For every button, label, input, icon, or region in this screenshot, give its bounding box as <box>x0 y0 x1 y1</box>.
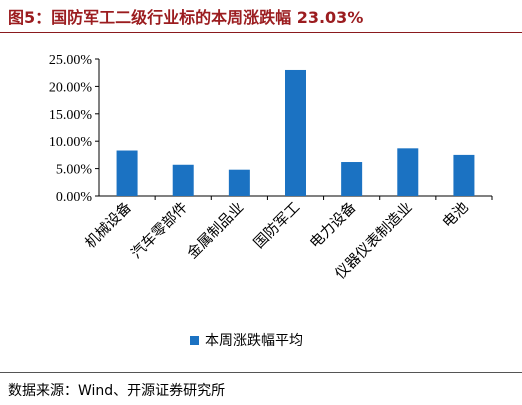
bar <box>228 169 250 196</box>
source-note: 数据来源：Wind、开源证券研究所 <box>8 383 226 399</box>
y-tick-label: 10.00% <box>49 135 93 150</box>
legend-swatch <box>190 335 199 345</box>
y-tick-label: 20.00% <box>49 80 93 95</box>
legend-label: 本周涨跌幅平均 <box>205 333 303 349</box>
y-tick-labels: 0.00% 5.00% 10.00% 15.00% 20.00% 25.00% <box>49 53 93 205</box>
x-tick-label: 金属制品业 <box>184 199 247 262</box>
bar <box>341 162 363 196</box>
source-rule <box>0 372 522 373</box>
x-tick-label: 国防军工 <box>250 199 303 252</box>
bar <box>397 148 419 196</box>
x-tick-label: 电力设备 <box>306 198 359 251</box>
y-tick-label: 25.00% <box>49 53 93 68</box>
figure-title: 图5：国防军工二级行业标的本周涨跌幅 23.03% <box>8 8 364 27</box>
x-tick-label: 汽车零部件 <box>128 199 191 262</box>
bar <box>285 69 306 196</box>
bar <box>453 154 475 196</box>
y-tick-label: 0.00% <box>56 190 93 205</box>
y-tick-label: 5.00% <box>56 163 93 178</box>
bar <box>172 164 194 196</box>
x-tick-label: 机械设备 <box>82 198 135 251</box>
bar <box>116 150 138 196</box>
title-rule <box>0 32 522 33</box>
y-tick-label: 15.00% <box>49 108 93 123</box>
bars <box>116 69 475 196</box>
legend: 本周涨跌幅平均 <box>190 330 303 350</box>
x-tick-label: 电池 <box>439 199 472 232</box>
